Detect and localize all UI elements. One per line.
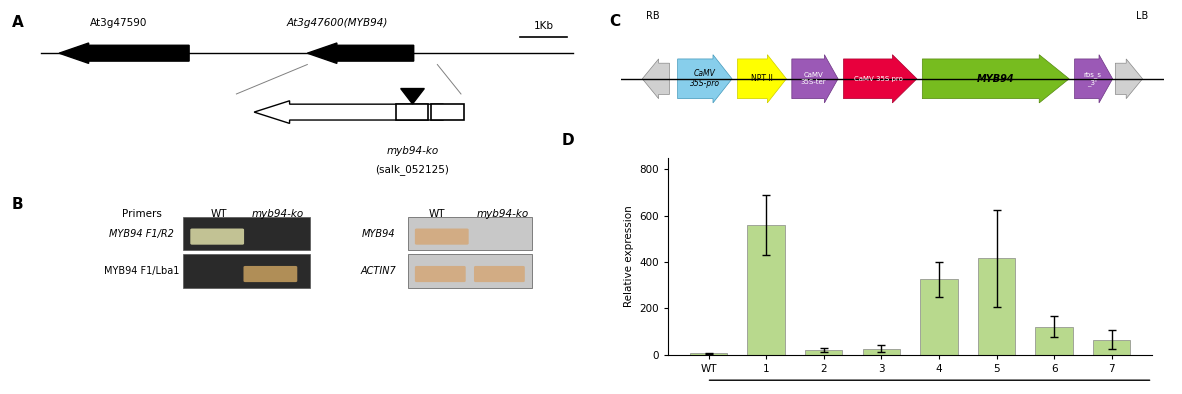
Text: MYB94 F1/Lba1: MYB94 F1/Lba1 xyxy=(104,266,180,276)
Bar xyxy=(408,217,532,250)
Bar xyxy=(183,254,310,288)
FancyBboxPatch shape xyxy=(415,229,468,245)
Text: (salk_052125): (salk_052125) xyxy=(376,164,449,175)
Bar xyxy=(921,279,957,355)
Bar xyxy=(1093,340,1130,355)
Text: 1Kb: 1Kb xyxy=(534,20,553,31)
Bar xyxy=(396,104,428,120)
Text: CaMV
35S-ter: CaMV 35S-ter xyxy=(800,72,826,85)
Y-axis label: Relative expression: Relative expression xyxy=(624,205,634,307)
FancyArrow shape xyxy=(307,43,414,63)
Bar xyxy=(183,217,310,250)
Text: A: A xyxy=(12,15,24,30)
Bar xyxy=(690,353,727,355)
Text: RB: RB xyxy=(647,11,660,21)
FancyBboxPatch shape xyxy=(243,266,298,282)
Text: MYB94: MYB94 xyxy=(976,74,1014,84)
Text: CaMV
35S-pro: CaMV 35S-pro xyxy=(690,69,720,89)
Text: ACTIN7: ACTIN7 xyxy=(361,266,396,276)
FancyBboxPatch shape xyxy=(190,229,243,245)
Bar xyxy=(408,254,532,288)
Text: myb94-ko: myb94-ko xyxy=(387,146,439,156)
Text: WT: WT xyxy=(429,209,446,219)
Bar xyxy=(1035,327,1073,355)
Bar xyxy=(863,349,900,355)
Text: MYB94 F1/R2: MYB94 F1/R2 xyxy=(110,229,174,239)
FancyArrow shape xyxy=(254,101,443,123)
Text: MYB94: MYB94 xyxy=(362,229,395,239)
Text: myb94-ko: myb94-ko xyxy=(476,209,528,219)
Bar xyxy=(431,104,463,120)
FancyArrow shape xyxy=(642,59,669,98)
Text: B: B xyxy=(12,197,24,212)
Text: WT: WT xyxy=(210,209,227,219)
Text: rbs_s
_3': rbs_s _3' xyxy=(1084,72,1102,86)
Text: myb94-ko: myb94-ko xyxy=(252,209,304,219)
Text: LB: LB xyxy=(1136,11,1149,21)
FancyArrow shape xyxy=(677,55,732,103)
Bar xyxy=(805,350,843,355)
Bar xyxy=(747,225,785,355)
FancyArrow shape xyxy=(59,43,189,63)
FancyArrow shape xyxy=(844,55,917,103)
Text: NPT II: NPT II xyxy=(751,74,773,83)
FancyBboxPatch shape xyxy=(474,266,525,282)
Bar xyxy=(978,258,1015,355)
FancyArrow shape xyxy=(738,55,786,103)
Text: D: D xyxy=(561,133,573,148)
Text: At3g47590: At3g47590 xyxy=(90,18,147,28)
FancyBboxPatch shape xyxy=(415,266,466,282)
Text: CaMV 35S pro: CaMV 35S pro xyxy=(855,76,903,82)
FancyArrow shape xyxy=(922,55,1070,103)
FancyArrow shape xyxy=(792,55,838,103)
Polygon shape xyxy=(401,89,424,104)
Text: C: C xyxy=(610,13,621,28)
Text: At3g47600(MYB94): At3g47600(MYB94) xyxy=(286,18,388,28)
Text: Primers: Primers xyxy=(122,209,162,219)
FancyArrow shape xyxy=(1074,55,1112,103)
FancyArrow shape xyxy=(1116,59,1143,98)
